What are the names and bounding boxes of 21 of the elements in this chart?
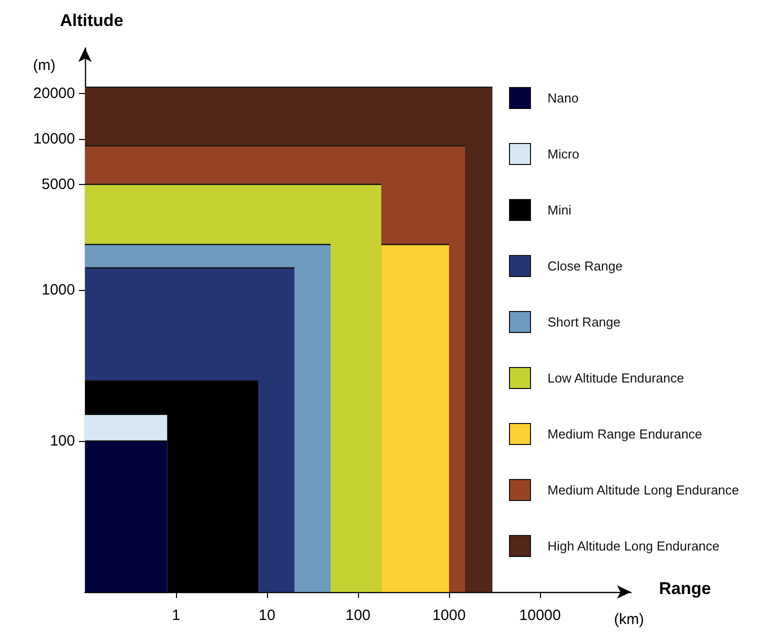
y-tick-label: 20000: [33, 84, 75, 102]
x-tick-label: 1: [172, 607, 180, 624]
legend-label: Close Range: [548, 258, 623, 274]
legend-label: Medium Range Endurance: [548, 426, 702, 442]
x-axis-title: Range (km): [614, 579, 711, 628]
y-tick-label: 10000: [33, 130, 75, 148]
y-tick-label: 100: [50, 432, 75, 450]
legend-label: Short Range: [548, 314, 620, 330]
legend-label: Micro: [548, 146, 580, 162]
y-tick-label: 1000: [42, 281, 75, 298]
x-tick-label: 1000: [432, 607, 466, 624]
legend-label: Medium Altitude Long Endurance: [548, 482, 740, 498]
legend-label: Mini: [548, 202, 572, 218]
x-tick-label: 10: [258, 607, 276, 624]
legend-label: Nano: [548, 90, 579, 106]
x-tick-label: 100: [345, 607, 371, 624]
text: Altitude (m): [33, 11, 124, 74]
legend-label: Low Altitude Endurance: [548, 370, 684, 386]
x-tick-label: 10000: [519, 607, 561, 624]
y-tick-label: 5000: [42, 176, 75, 193]
legend-label: High Altitude Long Endurance: [548, 538, 720, 554]
